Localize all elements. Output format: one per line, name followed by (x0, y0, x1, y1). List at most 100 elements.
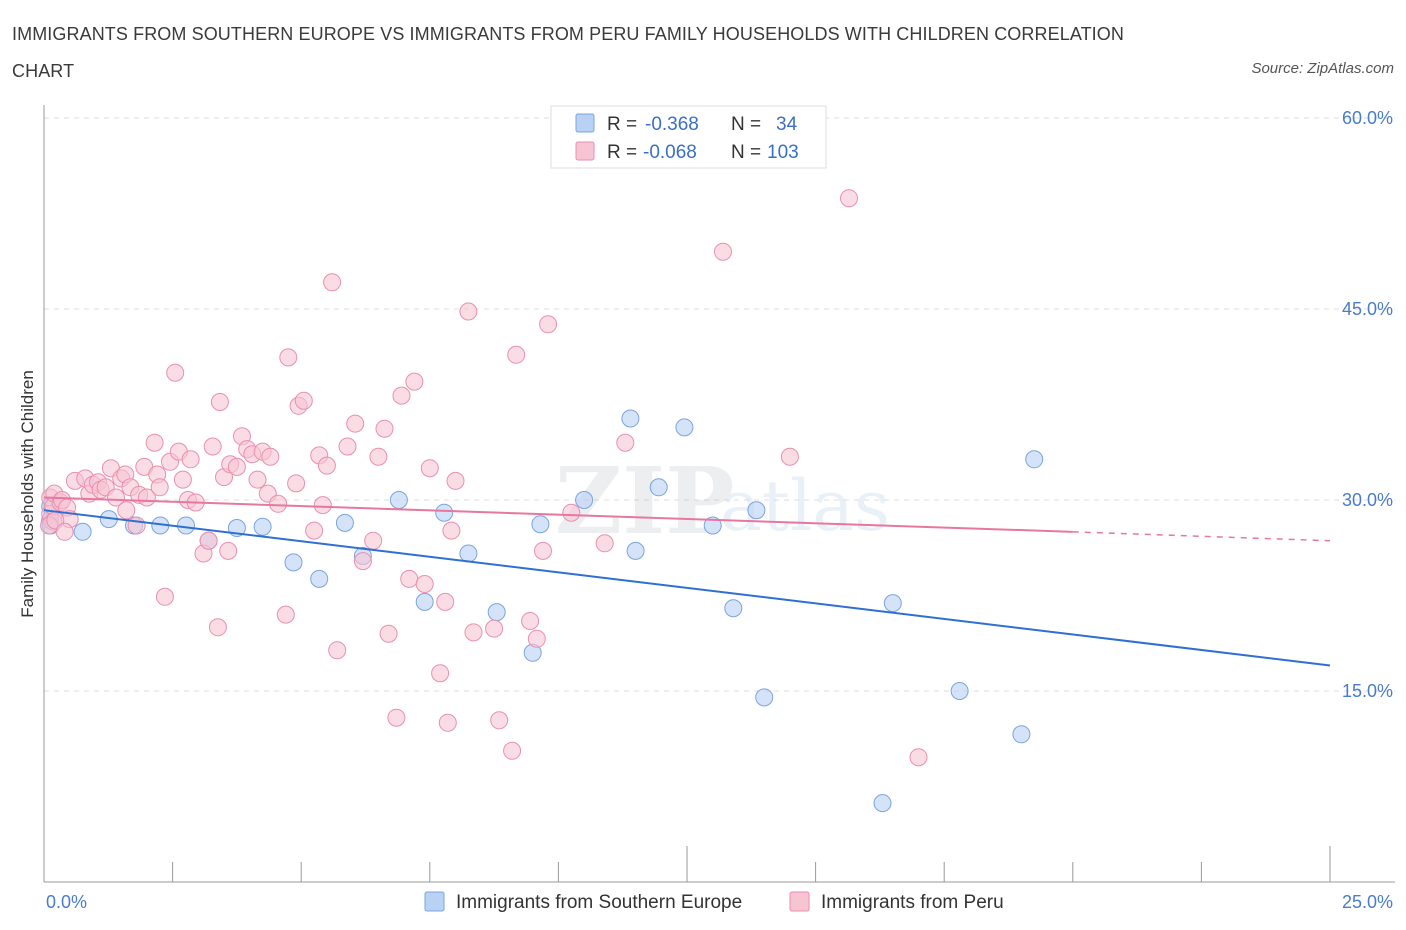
point-peru (346, 414, 365, 433)
watermark-atlas: atlas (720, 465, 890, 547)
point-peru (364, 531, 383, 550)
point-peru (145, 433, 164, 452)
point-southern-europe (950, 682, 969, 700)
point-southern-europe (626, 541, 645, 560)
point-southern-europe (487, 603, 506, 622)
x-tick-label: 25.0% (1342, 892, 1393, 912)
point-peru (219, 541, 238, 560)
point-southern-europe (675, 418, 694, 437)
point-peru (420, 459, 439, 478)
bottom-legend-label-pink: Immigrants from Peru (821, 892, 1004, 913)
point-peru (287, 474, 306, 493)
point-peru (379, 624, 398, 643)
point-peru (369, 447, 388, 466)
point-southern-europe (649, 478, 668, 497)
point-southern-europe (310, 569, 329, 588)
point-southern-europe (703, 516, 722, 535)
point-southern-europe (883, 594, 902, 613)
point-southern-europe (459, 544, 478, 563)
point-peru (459, 302, 478, 321)
point-peru (438, 713, 457, 732)
point-peru (436, 592, 455, 611)
point-peru (248, 470, 267, 489)
point-peru (840, 189, 858, 208)
bottom-legend-swatch-blue (424, 891, 445, 912)
point-peru (227, 457, 246, 476)
point-peru (400, 569, 419, 588)
chart-title: IMMIGRANTS FROM SOUTHERN EUROPE VS IMMIG… (12, 24, 1124, 81)
point-peru (261, 447, 280, 466)
watermark: ZIP atlas (555, 447, 890, 555)
point-peru (521, 612, 540, 630)
legend-n-value-blue: 34 (776, 114, 798, 135)
point-peru (305, 521, 324, 540)
point-peru (616, 433, 635, 452)
point-peru (485, 619, 504, 638)
legend-n-label-blue: N = (731, 114, 761, 135)
bottom-legend-label-blue: Immigrants from Southern Europe (456, 892, 742, 913)
bottom-legend-swatch-pink (789, 891, 810, 912)
legend-r-label-blue: R = (607, 114, 637, 135)
y-tick-label: 60.0% (1342, 108, 1393, 128)
point-peru (155, 587, 174, 606)
point-southern-europe (724, 599, 743, 618)
chart-source: Source: ZipAtlas.com (1251, 60, 1394, 77)
y-axis-label: Family Households with Children (18, 370, 37, 618)
point-southern-europe (575, 491, 594, 509)
point-peru (199, 531, 218, 550)
point-peru (415, 575, 434, 593)
trend-line-peru-extension (1072, 531, 1331, 542)
point-southern-europe (1025, 450, 1044, 469)
point-peru (328, 641, 347, 660)
point-peru (714, 242, 732, 261)
point-peru (55, 522, 74, 541)
point-peru (323, 273, 342, 292)
point-peru (909, 748, 928, 767)
point-peru (107, 488, 125, 507)
point-peru (210, 393, 229, 411)
point-peru (313, 496, 332, 515)
point-peru (503, 741, 522, 760)
point-peru (431, 664, 450, 683)
point-southern-europe (253, 517, 272, 536)
x-tick-label: 0.0% (46, 892, 87, 912)
point-peru (127, 516, 146, 535)
legend-n-value-pink: 103 (767, 142, 799, 163)
legend-r-value-pink: -0.068 (643, 142, 697, 163)
point-peru (375, 419, 394, 438)
point-peru (446, 471, 465, 490)
legend-swatch-pink (575, 141, 595, 161)
point-peru (387, 708, 406, 727)
point-peru (562, 503, 581, 522)
data-points (40, 189, 1044, 813)
point-southern-europe (1012, 725, 1031, 744)
point-peru (150, 478, 169, 497)
point-southern-europe (873, 794, 892, 813)
legend-n-label-pink: N = (731, 142, 761, 163)
point-peru (208, 618, 227, 637)
point-southern-europe (415, 592, 434, 611)
point-peru (166, 363, 185, 382)
point-southern-europe (621, 409, 640, 428)
y-tick-label: 45.0% (1342, 299, 1393, 319)
point-peru (490, 711, 509, 730)
point-peru (276, 605, 295, 624)
grid-lines (44, 117, 1395, 692)
point-southern-europe (531, 515, 550, 534)
trend-line-southern-europe (43, 509, 1331, 667)
point-peru (269, 494, 288, 513)
point-peru (173, 470, 192, 489)
point-southern-europe (755, 688, 774, 707)
point-peru (507, 345, 526, 364)
correlation-legend: R = -0.368 N = 34 R = -0.068 N = 103 (550, 105, 827, 169)
point-peru (534, 541, 552, 560)
legend-swatch-blue (575, 113, 595, 133)
point-southern-europe (335, 513, 354, 532)
point-peru (392, 386, 411, 405)
point-southern-europe (284, 553, 303, 572)
point-southern-europe (389, 491, 408, 509)
point-southern-europe (435, 503, 454, 522)
point-peru (294, 391, 313, 410)
point-peru (353, 552, 372, 571)
